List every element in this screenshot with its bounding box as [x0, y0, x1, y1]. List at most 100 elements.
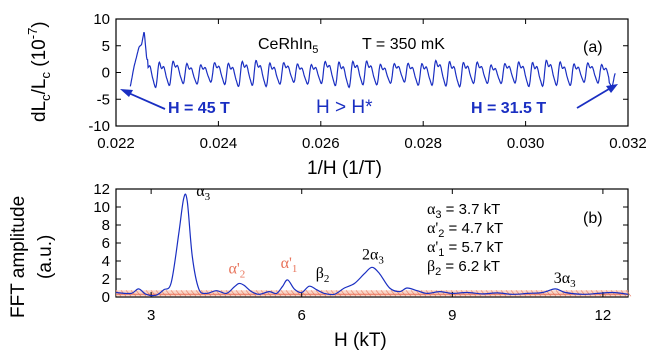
- noise-floor-band: [116, 290, 628, 297]
- noise-floor-hatch: [625, 290, 632, 297]
- noise-floor-hatch: [585, 290, 592, 297]
- frequency-entry: β2 = 6.2 kT: [427, 258, 500, 278]
- noise-floor-hatch: [165, 290, 172, 297]
- noise-floor-hatch: [245, 290, 252, 297]
- noise-floor-hatch: [230, 290, 237, 297]
- panel-a-x-ticks: 0.022 0.024 0.026 0.028 0.030 0.032: [97, 19, 647, 152]
- panel-a-panel-label: (a): [583, 39, 603, 56]
- panel-a-regime-label: H > H*: [316, 97, 373, 118]
- noise-floor-hatch: [605, 290, 612, 297]
- noise-floor-hatch: [345, 290, 352, 297]
- panel-b-y-tick-label: 2: [102, 271, 110, 288]
- noise-floor-hatch: [510, 290, 517, 297]
- panel-b-y-axis-label-line1: FFT amplitude: [8, 196, 29, 318]
- noise-floor-hatch: [540, 290, 547, 297]
- noise-floor-hatch: [375, 290, 382, 297]
- noise-floor-hatch: [550, 290, 557, 297]
- noise-floor-hatch: [155, 290, 162, 297]
- arrow-h-low-head: [606, 84, 618, 93]
- noise-floor-hatch: [515, 290, 522, 297]
- panel-a-y-ticks: 10 5 0 -5 -10: [88, 11, 628, 135]
- noise-floor-hatch: [190, 290, 197, 297]
- noise-floor-hatch: [325, 290, 332, 297]
- panel-b-x-tick-label: 9: [448, 307, 456, 324]
- noise-floor-hatch: [555, 290, 562, 297]
- panel-a-y-axis-label: dLc/Lc (10-7): [25, 21, 53, 122]
- noise-floor-hatch: [195, 290, 202, 297]
- noise-floor-hatch: [460, 290, 467, 297]
- noise-floor-hatch: [175, 290, 182, 297]
- noise-floor-hatch: [380, 290, 387, 297]
- frequency-entry: α'2 = 4.7 kT: [427, 220, 503, 240]
- panel-a: 0.022 0.024 0.026 0.028 0.030 0.032 10 5 0 -5 -10…: [25, 11, 647, 179]
- panel-b-x-tick-label: 3: [147, 307, 155, 324]
- arrow-h-low-line: [576, 85, 615, 109]
- peak-label: 3α3: [554, 270, 576, 290]
- noise-floor-hatch: [310, 290, 317, 297]
- noise-floor-hatch: [580, 290, 587, 297]
- panel-b-y-tick-label: 6: [102, 235, 110, 252]
- peak-label: α3: [196, 183, 210, 203]
- noise-floor-hatch: [135, 290, 142, 297]
- noise-floor-hatch: [410, 290, 417, 297]
- noise-floor-hatch: [330, 290, 337, 297]
- noise-floor-hatch: [390, 290, 397, 297]
- noise-floor-hatch: [415, 290, 422, 297]
- noise-floor-hatch: [280, 290, 287, 297]
- panel-b-frame: [115, 188, 629, 298]
- noise-floor-hatch: [575, 290, 582, 297]
- noise-floor-hatch: [275, 290, 282, 297]
- noise-floor-hatch: [185, 290, 192, 297]
- panel-a-h-high-label: H = 45 T: [168, 100, 230, 117]
- panel-b-series-line: [115, 193, 629, 297]
- noise-floor-hatch: [225, 290, 232, 297]
- panel-a-x-tick-label: 0.028: [404, 135, 442, 152]
- noise-floor-hatch: [300, 290, 307, 297]
- panel-a-y-tick-label: -10: [88, 118, 110, 135]
- panel-b-y-tick-label: 10: [93, 199, 110, 216]
- noise-floor-hatch: [350, 290, 357, 297]
- noise-floor-hatch: [355, 290, 362, 297]
- noise-floor-hatch: [255, 290, 262, 297]
- noise-floor-hatch: [285, 290, 292, 297]
- noise-floor-hatch: [335, 290, 342, 297]
- panel-b-x-ticks: 3 6 9 12: [147, 189, 611, 324]
- panel-a-x-tick-label: 0.024: [200, 135, 238, 152]
- panel-b-y-tick-label: 12: [93, 181, 110, 198]
- noise-floor-hatch: [465, 290, 472, 297]
- peak-label: α'1: [281, 255, 298, 275]
- panel-b-x-tick-label: 12: [595, 307, 612, 324]
- panel-b-noise-floor: [115, 290, 632, 297]
- panel-a-temperature-label: T = 350 mK: [362, 36, 445, 53]
- panel-b-y-tick-label: 8: [102, 217, 110, 234]
- panel-a-y-tick-label: -5: [97, 91, 110, 108]
- panel-a-x-tick-label: 0.032: [609, 135, 647, 152]
- noise-floor-hatch: [305, 290, 312, 297]
- panel-a-x-tick-label: 0.030: [507, 135, 545, 152]
- noise-floor-hatch: [370, 290, 377, 297]
- panel-b-y-tick-label: 0: [102, 289, 110, 306]
- frequency-entry: α'1 = 5.7 kT: [427, 239, 503, 259]
- noise-floor-hatch: [180, 290, 187, 297]
- noise-floor-hatch: [235, 290, 242, 297]
- noise-floor-hatch: [360, 290, 367, 297]
- noise-floor-hatch: [170, 290, 177, 297]
- panel-a-series-line: [129, 31, 616, 89]
- panel-a-sample-label: CeRhIn5: [258, 36, 318, 56]
- peak-label: β2: [316, 265, 330, 285]
- panel-a-y-tick-label: 10: [93, 11, 110, 28]
- noise-floor-hatch: [505, 290, 512, 297]
- arrow-h-high-head: [120, 89, 133, 97]
- noise-floor-hatch: [290, 290, 297, 297]
- panel-b-peak-labels: α3 α'2 α'1 β2 2α3 3α3: [196, 183, 576, 290]
- noise-floor-hatch: [405, 290, 412, 297]
- peak-label: α'2: [228, 261, 245, 281]
- panel-a-y-tick-label: 5: [102, 38, 110, 55]
- panel-b-x-tick-label: 6: [298, 307, 306, 324]
- panel-b-panel-label: (b): [583, 210, 603, 227]
- panel-a-x-tick-label: 0.026: [302, 135, 340, 152]
